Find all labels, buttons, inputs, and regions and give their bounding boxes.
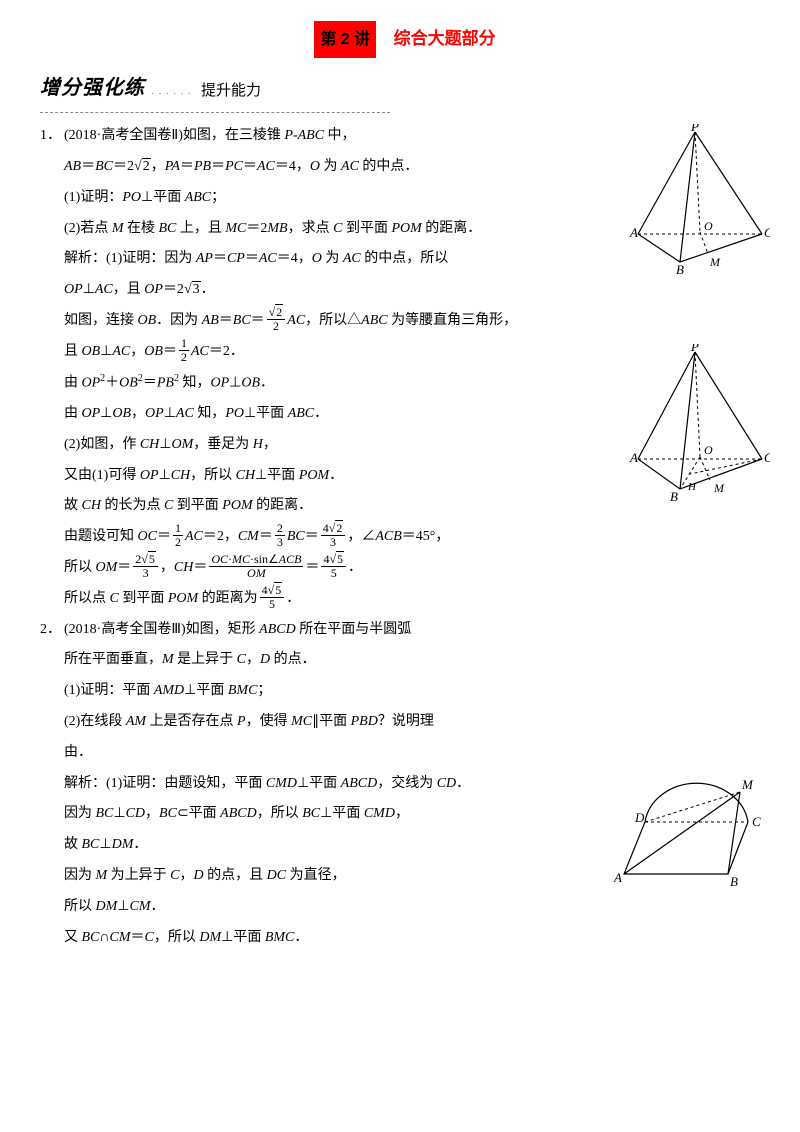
lesson-title: 综合大题部分 <box>394 20 496 57</box>
svg-text:B: B <box>676 262 684 274</box>
dashed-underline <box>40 112 390 113</box>
lesson-badge: 第 2 讲 <box>314 21 376 58</box>
q1-number: 1． <box>40 121 64 152</box>
q2-number: 2． <box>40 615 64 646</box>
svg-text:C: C <box>752 814 761 829</box>
svg-text:M: M <box>713 481 725 495</box>
svg-text:M: M <box>709 255 721 269</box>
section-header: 增分强化练 ······ 提升能力 <box>40 66 770 110</box>
svg-text:D: D <box>634 810 645 825</box>
figure-2-pyramid: P A B C O M H <box>620 344 770 504</box>
svg-text:O: O <box>704 443 713 457</box>
section-sub: 提升能力 <box>201 75 261 108</box>
svg-text:A: A <box>613 870 622 885</box>
svg-text:P: P <box>690 344 699 354</box>
svg-text:B: B <box>670 489 678 504</box>
p2-line1: 2． (2018·高考全国卷Ⅲ)如图，矩形 ABCD 所在平面与半圆弧 <box>40 615 770 646</box>
dots-separator: ······ <box>151 84 195 106</box>
lesson-title-row: 第 2 讲 综合大题部分 <box>40 20 770 58</box>
svg-text:P: P <box>690 124 699 134</box>
svg-text:A: A <box>629 450 638 465</box>
svg-text:O: O <box>704 219 713 233</box>
svg-text:C: C <box>764 450 770 465</box>
svg-text:H: H <box>687 481 697 493</box>
section-main: 增分强化练 <box>40 66 145 110</box>
figure-1-pyramid: P A B C O M <box>620 124 770 274</box>
svg-text:C: C <box>764 225 770 240</box>
figure-3-semicircle-rect: M D C A B <box>610 744 770 894</box>
svg-text:B: B <box>730 874 738 889</box>
svg-text:M: M <box>741 777 754 792</box>
svg-text:A: A <box>629 225 638 240</box>
